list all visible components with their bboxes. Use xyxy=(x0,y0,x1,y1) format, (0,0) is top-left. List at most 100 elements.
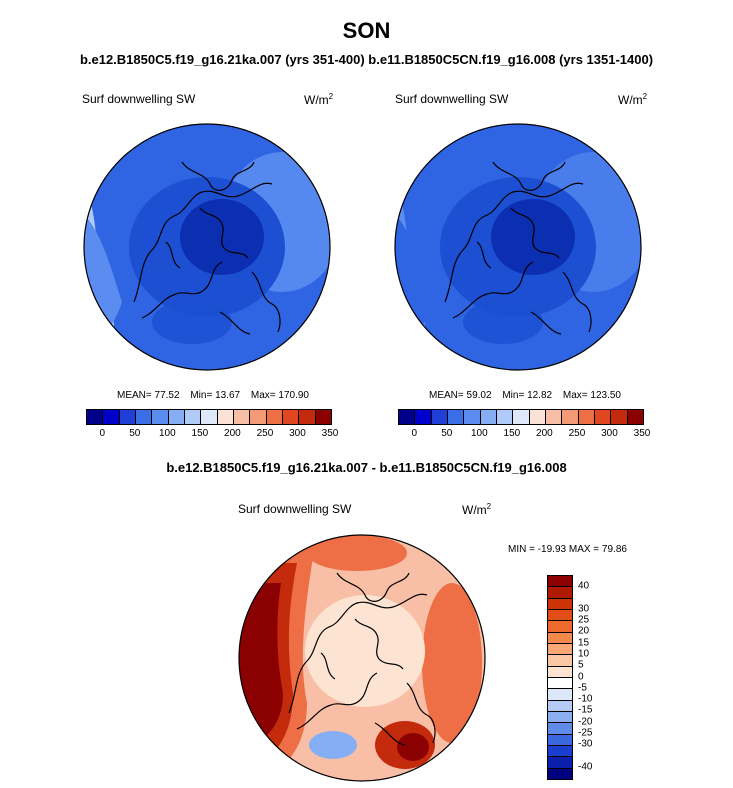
colorbar-swatch xyxy=(415,410,432,424)
colorbar-swatch xyxy=(168,410,185,424)
coastline xyxy=(133,161,281,335)
colorbar-tick-label: 100 xyxy=(158,428,176,439)
colorbar-tick-label: 150 xyxy=(503,428,521,439)
colorbar-tick-label: 50 xyxy=(129,428,141,439)
colorbar-swatch xyxy=(201,410,218,424)
colorbar-swatch xyxy=(545,410,563,424)
pale-region-center xyxy=(305,595,425,707)
colorbar-swatch xyxy=(315,410,331,424)
coastline-segment xyxy=(530,311,562,335)
difference-colorbar xyxy=(547,575,573,780)
colorbar-tick-label: 150 xyxy=(191,428,209,439)
colorbar-swatch xyxy=(548,768,572,779)
colorbar-swatch xyxy=(548,621,572,633)
coastline xyxy=(444,161,592,335)
colorbar-swatch xyxy=(135,410,153,424)
colorbar-swatch xyxy=(548,632,572,644)
coastline-segment xyxy=(476,241,492,269)
colorbar-swatch xyxy=(431,410,448,424)
colorbar-swatch xyxy=(480,410,497,424)
dark-region-south xyxy=(152,300,232,344)
coastline-segment xyxy=(141,261,223,319)
colorbar-tick-label: 0 xyxy=(578,671,584,682)
coastline-segment xyxy=(181,161,255,191)
colorbar-swatch xyxy=(548,700,572,712)
colorbar-tick-label: -40 xyxy=(578,761,593,773)
colorbar-swatch xyxy=(548,723,572,735)
diff-label: Surf downwelling SW xyxy=(238,502,352,516)
colorbar-tick-label: 300 xyxy=(289,428,306,439)
diff-minmax: MIN = -19.93 MAX = 79.86 xyxy=(508,544,627,555)
colorbar-tick-label: 50 xyxy=(441,428,453,439)
panel2-stats: MEAN= 59.02 Min= 12.82 Max= 123.50 xyxy=(429,390,621,401)
panel1-label: Surf downwelling SW xyxy=(82,92,196,106)
map-border xyxy=(238,534,486,782)
colorbar-tick-label: -15 xyxy=(578,704,593,716)
colorbar-swatch xyxy=(233,410,251,424)
colorbar-swatch xyxy=(548,655,572,667)
colorbar-swatch xyxy=(250,410,267,424)
colorbar-tick-label: 100 xyxy=(470,428,488,439)
colorbar-swatch xyxy=(548,598,572,610)
coastline-segment xyxy=(296,672,378,730)
colorbar-tick-label: 30 xyxy=(578,603,590,615)
field-shading xyxy=(239,535,485,781)
panel2-units: W/m2 xyxy=(618,92,648,107)
colorbar-tick-label: -30 xyxy=(578,738,593,750)
colorbar-swatch xyxy=(282,410,300,424)
coastline-segment xyxy=(374,722,406,746)
colorbar-tick-label: 0 xyxy=(99,428,106,439)
colorbar-swatch xyxy=(611,410,628,424)
colorbar-tick-label: 350 xyxy=(321,428,339,439)
colorbar-swatch xyxy=(562,410,579,424)
coastline-segment xyxy=(219,311,251,335)
coastline-segment xyxy=(336,572,410,602)
colorbar-tick-label: 5 xyxy=(578,659,584,671)
panel1-stats: MEAN= 77.52 Min= 13.67 Max= 170.90 xyxy=(117,390,309,401)
coastline-segment xyxy=(510,207,560,259)
coastline xyxy=(288,572,436,746)
colorbar-swatch xyxy=(548,666,572,678)
colorbar-swatch xyxy=(103,410,120,424)
colorbar-swatch xyxy=(184,410,202,424)
colorbar-swatch xyxy=(548,587,572,599)
colorbar-tick-label: -20 xyxy=(578,716,593,728)
blue-region-south xyxy=(309,731,357,759)
colorbar-swatch xyxy=(578,410,595,424)
colorbar-swatch xyxy=(152,410,169,424)
main-title: SON xyxy=(342,18,391,43)
map-border xyxy=(394,123,642,371)
colorbar-tick-label: 20 xyxy=(578,625,590,637)
coastline-segment xyxy=(444,182,584,303)
colorbar-swatch xyxy=(299,410,316,424)
colorbar-tick-label: 250 xyxy=(568,428,586,439)
colorbar-swatch xyxy=(548,711,572,724)
colorbar-tick-label: -5 xyxy=(578,682,587,694)
darkred-region-south xyxy=(397,733,429,761)
panel2-polar-map xyxy=(394,123,642,371)
colorbar-swatch xyxy=(548,576,572,588)
colorbar-swatch xyxy=(548,643,572,656)
colorbar-tick-label: 40 xyxy=(578,580,590,592)
colorbar-tick-label: 200 xyxy=(536,428,553,439)
colorbar-swatch xyxy=(513,410,530,424)
diff-units: W/m2 xyxy=(462,502,492,517)
coastline-segment xyxy=(288,593,428,714)
colorbar-swatch xyxy=(548,734,572,746)
colorbar-swatch xyxy=(217,410,234,424)
map-border xyxy=(83,123,331,371)
colorbar-tick-label: 15 xyxy=(578,637,590,649)
colorbar-tick-label: -25 xyxy=(578,727,593,739)
colorbar-swatch xyxy=(548,609,572,622)
colorbar-tick-label: -10 xyxy=(578,693,593,705)
panel2-colorbar xyxy=(398,409,644,425)
colorbar-swatch xyxy=(464,410,481,424)
coastline-segment xyxy=(320,652,336,680)
colorbar-swatch xyxy=(399,410,416,424)
colorbar-tick-label: 0 xyxy=(411,428,418,439)
colorbar-tick-label: 350 xyxy=(633,428,651,439)
colorbar-tick-label: 250 xyxy=(256,428,274,439)
coastline-segment xyxy=(406,682,436,744)
difference-title: b.e12.B1850C5.f19_g16.21ka.007 - b.e11.B… xyxy=(166,460,567,475)
colorbar-swatch xyxy=(119,410,136,424)
